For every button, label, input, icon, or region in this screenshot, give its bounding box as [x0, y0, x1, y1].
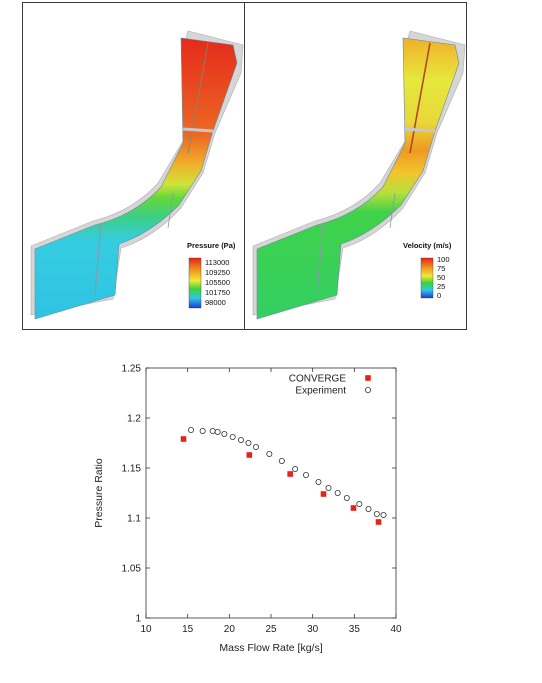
y-tick-label: 1 — [135, 614, 141, 625]
legend-marker — [365, 375, 371, 381]
y-tick-label: 1.05 — [122, 564, 142, 575]
experiment-point — [266, 451, 273, 458]
converge-point — [350, 505, 357, 511]
experiment-point — [214, 429, 221, 436]
converge-point — [246, 452, 253, 458]
experiment-point — [187, 427, 194, 434]
legend-label: CONVERGE — [289, 374, 347, 385]
velocity-legend-tick: 0 — [437, 291, 441, 300]
converge-point — [375, 519, 382, 525]
x-tick-label: 35 — [349, 624, 361, 635]
plot-area — [145, 367, 397, 619]
plot-border — [145, 367, 397, 619]
velocity-legend-tick: 75 — [437, 264, 445, 273]
velocity-legend-title: Velocity (m/s) — [403, 241, 452, 250]
legend-marker — [364, 387, 371, 394]
y-tick-label: 1.15 — [122, 464, 142, 475]
experiment-point — [334, 489, 341, 496]
x-axis-label: Mass Flow Rate [kg/s] — [219, 642, 322, 654]
pressure-legend-title: Pressure (Pa) — [187, 241, 236, 250]
experiment-point — [229, 434, 236, 441]
experiment-point — [365, 505, 372, 512]
experiment-point — [209, 428, 216, 435]
pressure-ratio-chart: 10 15 20 25 30 35 40 1 1.05 1.1 1.15 1.2 1.25 Mass F… — [93, 364, 402, 655]
y-tick-label: 1.2 — [127, 414, 141, 425]
pressure-colorbar — [188, 257, 202, 309]
x-tick-label: 20 — [224, 624, 236, 635]
y-tick-label: 1.1 — [127, 514, 141, 525]
experiment-point — [373, 510, 380, 517]
pressure-legend-tick: 98000 — [205, 298, 226, 307]
experiment-point — [278, 458, 285, 465]
velocity-legend-tick: 25 — [437, 282, 445, 291]
converge-point — [287, 471, 293, 477]
x-tick-label: 25 — [265, 624, 277, 635]
x-tick-label: 10 — [140, 624, 152, 635]
experiment-point — [325, 484, 332, 491]
experiment-point — [343, 494, 350, 501]
experiment-point — [252, 444, 259, 451]
legend-label: Experiment — [295, 386, 346, 397]
pressure-legend-tick: 105500 — [205, 278, 230, 287]
x-tick-label: 40 — [390, 624, 402, 635]
experiment-point — [380, 511, 387, 518]
velocity-legend-tick: 50 — [437, 273, 445, 282]
experiment-point — [302, 471, 309, 478]
experiment-point — [315, 478, 322, 485]
y-tick-label: 1.25 — [122, 364, 142, 375]
experiment-point — [221, 431, 228, 438]
converge-point — [320, 491, 327, 497]
velocity-colorbar — [420, 257, 434, 299]
experiment-point — [292, 466, 299, 473]
velocity-contour-panel: Velocity (m/s) 100 75 50 25 0 — [244, 2, 467, 330]
pressure-contour-panel: Pressure (Pa) 113000 109250 105500 10175… — [22, 2, 245, 330]
experiment-point — [199, 428, 206, 435]
data-points — [180, 427, 387, 525]
converge-point — [180, 436, 187, 442]
y-axis-label: Pressure Ratio — [93, 458, 105, 528]
pressure-legend-tick: 109250 — [205, 268, 230, 277]
experiment-point — [237, 437, 244, 444]
experiment-point — [356, 500, 363, 507]
pressure-legend-tick: 113000 — [205, 258, 229, 267]
x-tick-label: 15 — [182, 624, 194, 635]
velocity-contour-image: Velocity (m/s) 100 75 50 25 0 — [252, 30, 466, 320]
experiment-point — [245, 440, 252, 447]
axis-ticks: 10 15 20 25 30 35 40 1 1.05 1.1 1.15 1.2 1.25 — [122, 364, 402, 636]
velocity-legend-tick: 100 — [437, 255, 450, 264]
x-tick-label: 30 — [307, 624, 319, 635]
pressure-contour-image: Pressure (Pa) 113000 109250 105500 10175… — [30, 30, 244, 320]
pressure-legend-tick: 101750 — [205, 288, 230, 297]
